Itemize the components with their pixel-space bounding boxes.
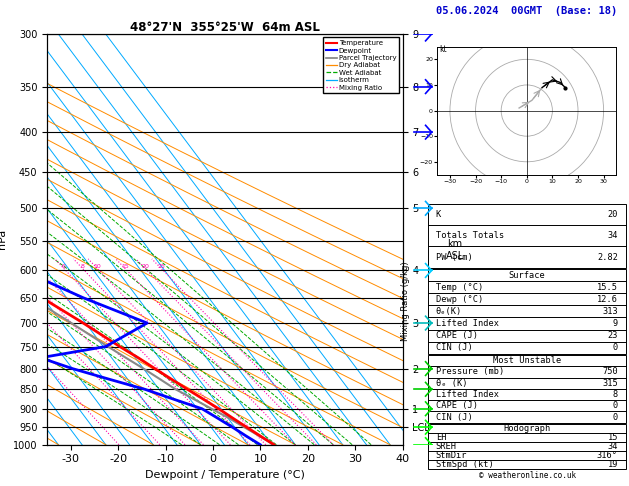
Text: 15: 15 (608, 433, 618, 442)
Text: 313: 313 (602, 307, 618, 316)
Text: CAPE (J): CAPE (J) (436, 401, 477, 410)
Text: PW (cm): PW (cm) (436, 253, 472, 261)
Text: K: K (436, 210, 441, 219)
Text: Mixing Ratio (g/kg): Mixing Ratio (g/kg) (401, 261, 410, 341)
Text: 19: 19 (608, 460, 618, 469)
Text: CIN (J): CIN (J) (436, 343, 472, 352)
Text: θₑ(K): θₑ(K) (436, 307, 462, 316)
Text: CIN (J): CIN (J) (436, 413, 472, 421)
Text: 12.6: 12.6 (597, 295, 618, 304)
Text: SREH: SREH (436, 442, 457, 451)
Text: 6: 6 (62, 264, 66, 269)
Text: 15.5: 15.5 (597, 283, 618, 292)
Text: Temp (°C): Temp (°C) (436, 283, 483, 292)
Text: Lifted Index: Lifted Index (436, 319, 499, 328)
Legend: Temperature, Dewpoint, Parcel Trajectory, Dry Adiabat, Wet Adiabat, Isotherm, Mi: Temperature, Dewpoint, Parcel Trajectory… (323, 37, 399, 93)
Text: Totals Totals: Totals Totals (436, 231, 504, 241)
Text: 0: 0 (613, 413, 618, 421)
Text: Dewp (°C): Dewp (°C) (436, 295, 483, 304)
Text: 316°: 316° (597, 451, 618, 460)
Title: 48°27'N  355°25'W  64m ASL: 48°27'N 355°25'W 64m ASL (130, 21, 320, 34)
Bar (428, 355, 626, 423)
Y-axis label: hPa: hPa (0, 229, 8, 249)
Text: 05.06.2024  00GMT  (Base: 18): 05.06.2024 00GMT (Base: 18) (437, 6, 618, 16)
Text: 750: 750 (602, 367, 618, 377)
Text: © weatheronline.co.uk: © weatheronline.co.uk (479, 471, 576, 480)
Text: Pressure (mb): Pressure (mb) (436, 367, 504, 377)
Text: Lifted Index: Lifted Index (436, 390, 499, 399)
Bar (428, 204, 626, 268)
Text: 20: 20 (608, 210, 618, 219)
Text: 10: 10 (94, 264, 101, 269)
Text: 8: 8 (81, 264, 85, 269)
Text: Surface: Surface (508, 271, 545, 279)
Text: 315: 315 (602, 379, 618, 388)
Text: Most Unstable: Most Unstable (493, 356, 561, 365)
Text: StmSpd (kt): StmSpd (kt) (436, 460, 493, 469)
Text: θₑ (K): θₑ (K) (436, 379, 467, 388)
Text: 34: 34 (608, 231, 618, 241)
Text: StmDir: StmDir (436, 451, 467, 460)
Text: 9: 9 (613, 319, 618, 328)
Text: CAPE (J): CAPE (J) (436, 331, 477, 340)
Text: 34: 34 (608, 442, 618, 451)
Bar (428, 424, 626, 469)
Text: 0: 0 (613, 343, 618, 352)
Text: 25: 25 (157, 264, 165, 269)
Text: 15: 15 (121, 264, 129, 269)
Text: 23: 23 (608, 331, 618, 340)
Bar (428, 269, 626, 354)
Text: EH: EH (436, 433, 446, 442)
Text: kt: kt (440, 45, 447, 53)
Text: 8: 8 (613, 390, 618, 399)
Text: 20: 20 (142, 264, 150, 269)
Y-axis label: km
ASL: km ASL (446, 240, 464, 261)
Text: 2.82: 2.82 (597, 253, 618, 261)
X-axis label: Dewpoint / Temperature (°C): Dewpoint / Temperature (°C) (145, 470, 305, 480)
Text: 0: 0 (613, 401, 618, 410)
Text: Hodograph: Hodograph (503, 424, 550, 433)
